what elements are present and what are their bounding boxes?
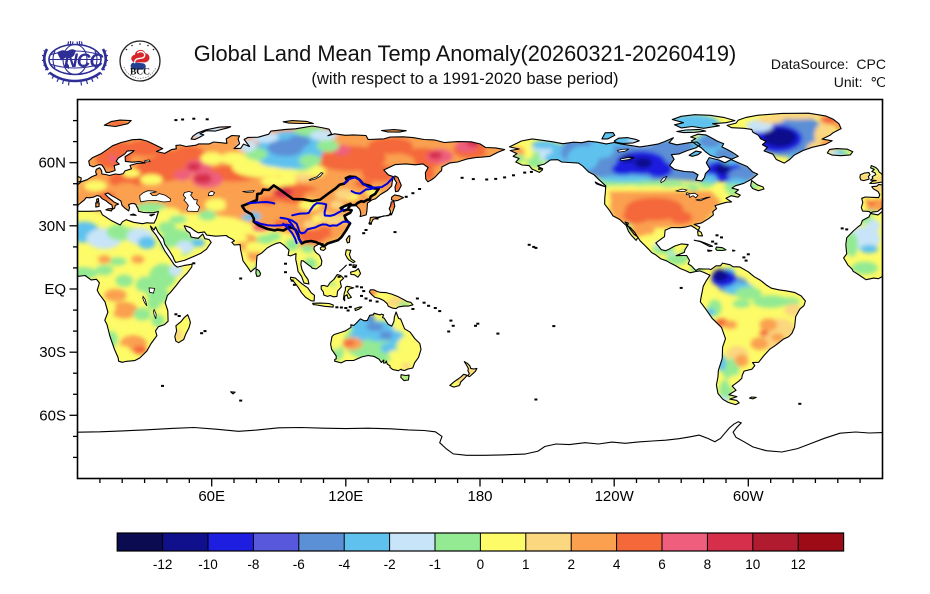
svg-text:-12: -12	[153, 557, 173, 572]
svg-text:-10: -10	[198, 557, 218, 572]
svg-text:2: 2	[567, 557, 575, 572]
svg-text:-4: -4	[338, 557, 350, 572]
svg-text:0: 0	[477, 557, 485, 572]
svg-text:120W: 120W	[595, 488, 635, 505]
svg-text:60E: 60E	[198, 488, 225, 505]
svg-text:60S: 60S	[39, 407, 66, 424]
svg-text:(with respect to a 1991-2020 b: (with respect to a 1991-2020 base period…	[311, 69, 618, 88]
svg-text:Unit: ℃: Unit: ℃	[834, 74, 886, 90]
svg-text:4: 4	[613, 557, 621, 572]
svg-text:180: 180	[467, 488, 492, 505]
svg-text:6: 6	[658, 557, 666, 572]
svg-text:60N: 60N	[38, 155, 66, 172]
svg-text:10: 10	[745, 557, 760, 572]
svg-text:DataSource: CPC: DataSource: CPC	[771, 56, 886, 72]
svg-text:30N: 30N	[38, 218, 66, 235]
svg-text:8: 8	[704, 557, 712, 572]
svg-text:-6: -6	[293, 557, 305, 572]
svg-text:1: 1	[522, 557, 530, 572]
svg-text:-1: -1	[429, 557, 441, 572]
svg-text:BCC: BCC	[130, 68, 150, 78]
svg-text:12: 12	[791, 557, 806, 572]
svg-text:Global Land Mean Temp Anomaly(: Global Land Mean Temp Anomaly(20260321-2…	[194, 41, 736, 66]
svg-text:-2: -2	[384, 557, 396, 572]
svg-text:120E: 120E	[328, 488, 363, 505]
svg-text:-8: -8	[247, 557, 259, 572]
svg-text:30S: 30S	[39, 344, 66, 361]
svg-text:EQ: EQ	[44, 281, 66, 298]
svg-text:NCC: NCC	[64, 51, 103, 72]
svg-text:60W: 60W	[733, 488, 765, 505]
